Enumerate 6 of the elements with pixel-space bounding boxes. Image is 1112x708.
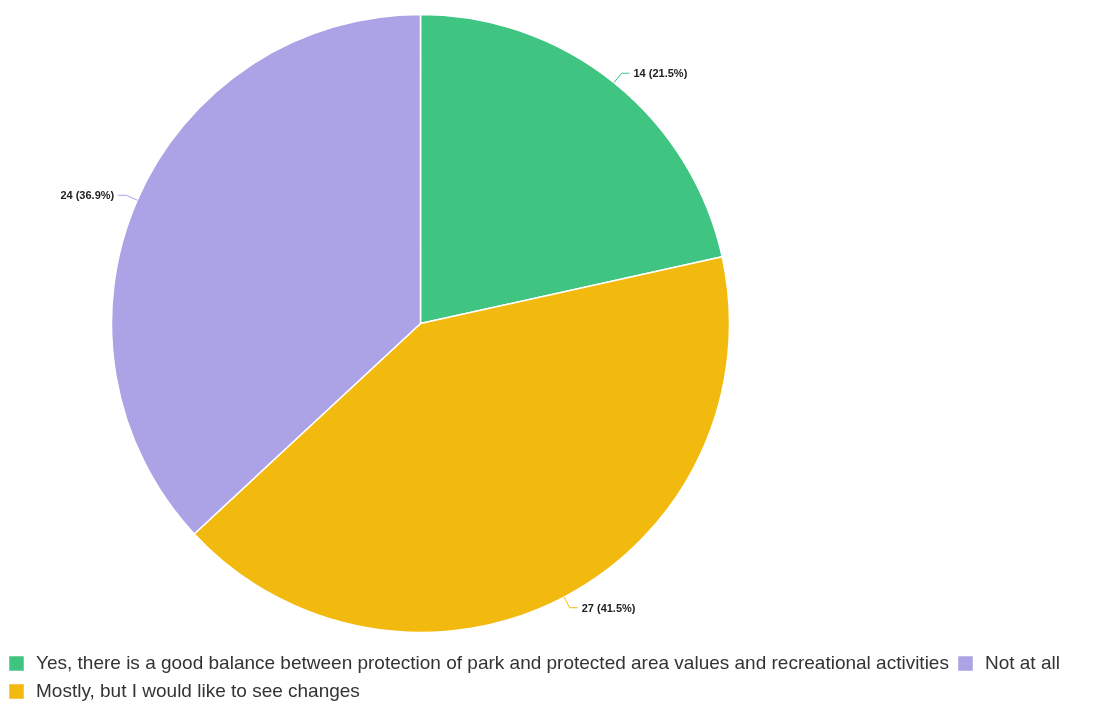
legend-label: Mostly, but I would like to see changes: [36, 680, 360, 702]
data-label: 24 (36.9%): [60, 189, 115, 202]
legend-label: Yes, there is a good balance between protection of park and protected area values and recreational activities: [36, 652, 949, 674]
data-label: 27 (41.5%): [581, 601, 636, 614]
data-label: 14 (21.5%): [633, 67, 688, 80]
legend-label: Not at all: [984, 652, 1060, 674]
